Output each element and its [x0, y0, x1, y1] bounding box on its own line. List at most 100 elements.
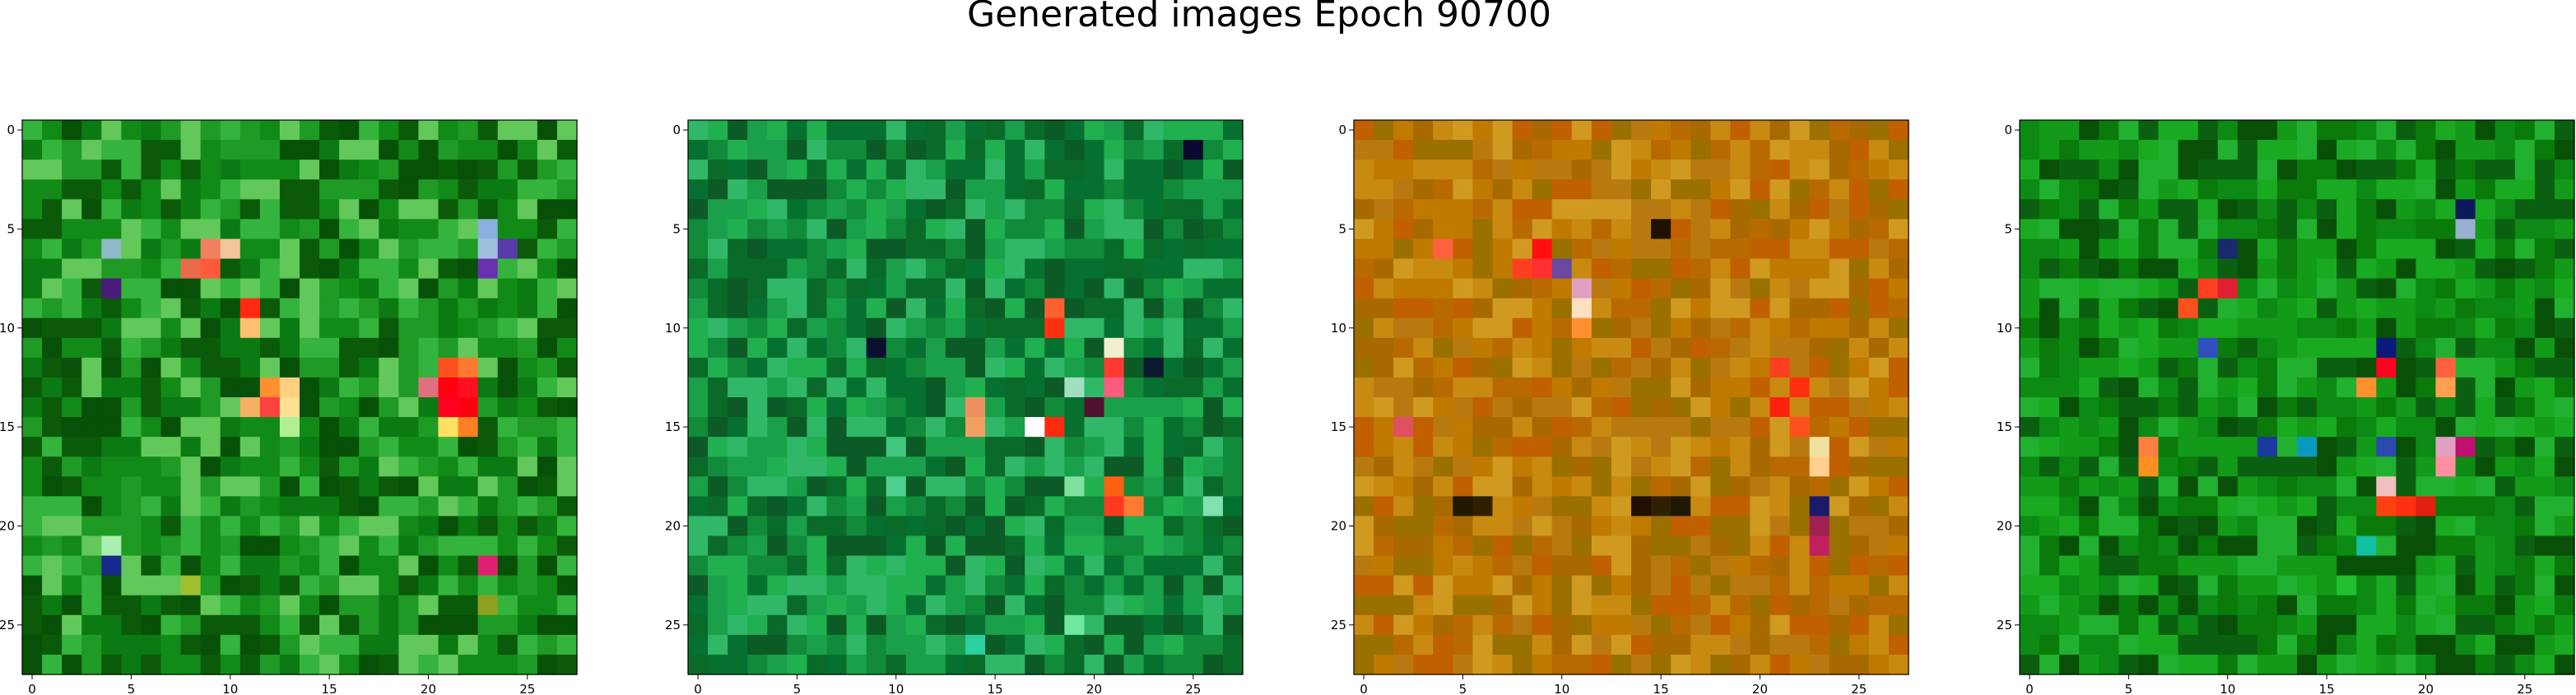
pixel-cell — [1163, 456, 1184, 477]
pixel-cell — [747, 239, 768, 260]
pixel-cell — [300, 575, 320, 596]
pixel-cell — [1532, 120, 1553, 141]
pixel-cell — [2435, 278, 2457, 299]
pixel-cell — [1710, 199, 1731, 220]
pixel-cell — [200, 476, 221, 497]
y-tick-label: 5 — [7, 221, 15, 236]
pixel-cell — [81, 516, 102, 537]
pixel-cell — [1084, 575, 1105, 596]
pixel-cell — [1163, 160, 1184, 180]
pixel-cell — [279, 496, 300, 517]
pixel-cell — [1025, 298, 1045, 319]
pixel-cell — [2317, 219, 2337, 240]
pixel-cell — [2237, 357, 2258, 378]
pixel-cell — [2297, 357, 2318, 378]
pixel-cell — [905, 476, 927, 497]
pixel-cell — [1025, 575, 1045, 596]
pixel-cell — [1769, 140, 1791, 160]
pixel-cell — [1044, 575, 1065, 596]
pixel-cell — [1044, 377, 1065, 398]
pixel-cell — [1829, 496, 1850, 517]
pixel-cell — [1750, 575, 1771, 596]
pixel-cell — [1472, 377, 1494, 398]
pixel-cell — [2020, 437, 2040, 457]
pixel-cell — [945, 437, 966, 457]
pixel-cell — [537, 140, 558, 160]
pixel-cell — [2416, 654, 2437, 675]
pixel-cell — [2257, 456, 2278, 477]
pixel-cell — [1631, 397, 1652, 418]
pixel-cell — [180, 317, 202, 339]
pixel-cell — [1809, 496, 1830, 517]
pixel-cell — [1472, 555, 1494, 577]
pixel-cell — [1532, 337, 1553, 359]
pixel-cell — [259, 239, 281, 260]
pixel-cell — [1202, 417, 1224, 438]
pixel-cell — [1413, 317, 1434, 339]
pixel-cell — [339, 535, 360, 557]
pixel-cell — [180, 219, 202, 240]
pixel-cell — [2396, 456, 2417, 477]
pixel-cell — [1868, 278, 1890, 299]
pixel-cell — [1025, 377, 1045, 398]
pixel-cell — [438, 140, 459, 160]
pixel-cell — [2158, 516, 2179, 537]
pixel-cell — [1512, 654, 1533, 675]
pixel-cell — [2396, 219, 2417, 240]
pixel-cell — [1671, 575, 1691, 596]
pixel-cell — [1710, 496, 1731, 517]
pixel-cell — [2297, 496, 2318, 517]
pixel-cell — [1551, 199, 1573, 220]
pixel-cell — [200, 575, 221, 596]
pixel-cell — [1413, 120, 1434, 141]
pixel-cell — [1005, 199, 1025, 220]
pixel-cell — [2534, 199, 2555, 220]
pixel-cell — [1769, 516, 1791, 537]
pixel-cell — [438, 219, 459, 240]
pixel-cell — [1064, 140, 1086, 160]
pixel-cell — [1551, 219, 1573, 240]
pixel-cell — [517, 535, 538, 557]
pixel-cell — [220, 258, 241, 280]
pixel-cell — [1374, 219, 1394, 240]
pixel-cell — [2020, 199, 2040, 220]
pixel-cell — [1222, 476, 1244, 497]
pixel-cell — [279, 219, 300, 240]
pixel-cell — [866, 219, 887, 240]
pixel-cell — [728, 140, 748, 160]
pixel-cell — [537, 535, 558, 557]
pixel-cell — [200, 357, 221, 378]
pixel-cell — [1433, 278, 1453, 299]
pixel-cell — [826, 437, 848, 457]
pixel-cell — [1710, 298, 1731, 319]
pixel-cell — [300, 337, 320, 359]
pixel-cell — [1551, 417, 1573, 438]
pixel-cell — [1084, 258, 1105, 280]
pixel-cell — [2376, 437, 2397, 457]
pixel-cell — [379, 120, 399, 141]
pixel-cell — [1651, 516, 1672, 537]
pixel-cell — [945, 614, 966, 636]
pixel-cell — [1064, 516, 1086, 537]
pixel-cell — [1591, 614, 1612, 636]
pixel-cell — [121, 476, 142, 497]
pixel-cell — [2376, 417, 2397, 438]
pixel-cell — [1512, 614, 1533, 636]
pixel-cell — [2435, 337, 2457, 359]
pixel-cell — [121, 634, 142, 656]
pixel-cell — [1084, 219, 1105, 240]
pixel-cell — [2276, 654, 2298, 675]
pixel-cell — [1354, 357, 1374, 378]
pixel-cell — [2495, 199, 2516, 220]
pixel-cell — [1143, 476, 1165, 497]
pixel-cell — [1044, 298, 1065, 319]
pixel-cell — [1433, 219, 1453, 240]
pixel-cell — [1651, 258, 1672, 280]
pixel-cell — [985, 535, 1006, 557]
pixel-cell — [300, 595, 320, 616]
pixel-cell — [556, 258, 578, 280]
pixel-cell — [1710, 437, 1731, 457]
pixel-cell — [1868, 437, 1890, 457]
pixel-cell — [22, 199, 43, 220]
pixel-cell — [1551, 634, 1573, 656]
